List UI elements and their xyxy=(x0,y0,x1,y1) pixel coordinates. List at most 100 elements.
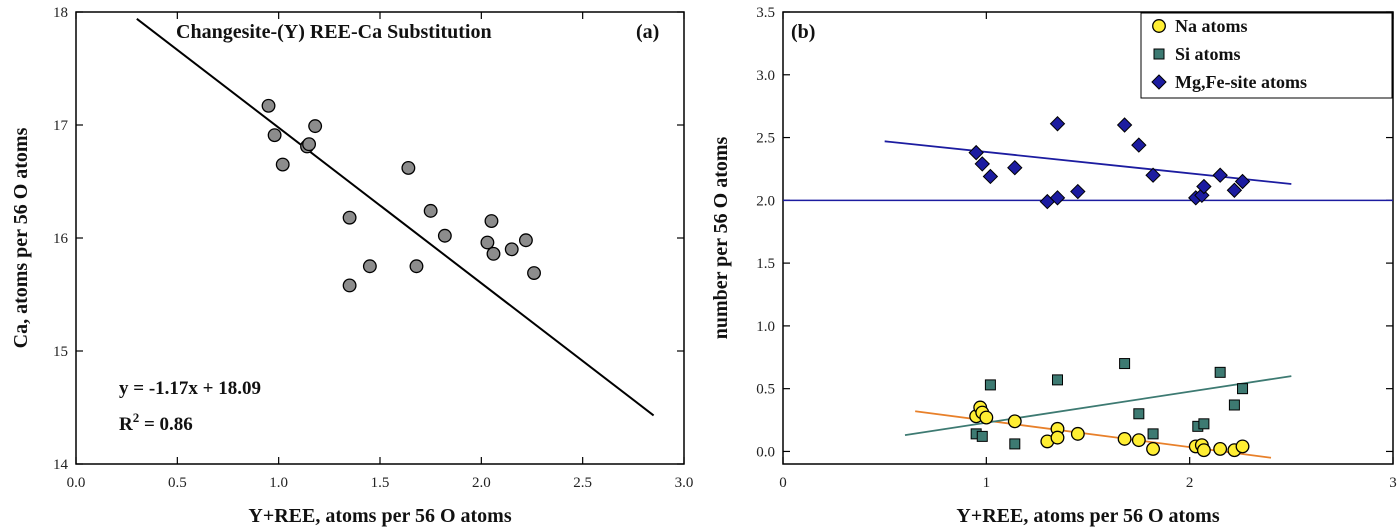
r-squared-sup: 2 xyxy=(133,410,140,425)
x-axis-label-b: Y+REE, atoms per 56 O atoms xyxy=(956,505,1219,527)
data-point-ca xyxy=(308,119,323,134)
data-point-ca xyxy=(409,259,424,274)
data-point-na xyxy=(1070,426,1085,441)
data-point-mgfe xyxy=(1196,178,1212,195)
data-point-ca xyxy=(362,259,377,274)
data-point-ca xyxy=(275,157,290,172)
legend-marker-mgfe xyxy=(1151,74,1167,90)
data-point-mgfe xyxy=(968,144,984,161)
data-point-na xyxy=(979,410,994,425)
legend-label-na: Na atoms xyxy=(1175,16,1248,36)
b-y-tick-label: 1.0 xyxy=(756,319,775,335)
data-point-ca xyxy=(518,233,533,248)
legend-marker-si xyxy=(1153,48,1165,60)
data-point-mgfe xyxy=(1070,183,1086,200)
data-point-si xyxy=(976,430,988,442)
b-x-tick-label: 1 xyxy=(983,475,991,491)
data-point-ca xyxy=(342,278,357,293)
legend-markers xyxy=(1151,19,1167,90)
data-point-ca xyxy=(302,137,317,152)
tick-group-a: 0.0 0.5 1.0 1.5 2.0 2.5 3.0 14 15 16 17 18 xyxy=(53,5,693,491)
legend-marker-na xyxy=(1152,19,1166,33)
b-y-tick-label: 0.5 xyxy=(756,382,775,398)
data-point-na xyxy=(1007,414,1022,429)
data-point-ca xyxy=(504,242,519,257)
legend-b: Na atoms Si atoms Mg,Fe-site atoms xyxy=(1140,12,1393,99)
data-point-ca xyxy=(480,235,495,250)
data-point-ca xyxy=(342,210,357,225)
data-point-si xyxy=(1133,408,1145,420)
data-point-ca xyxy=(484,214,499,229)
r-squared-value: = 0.86 xyxy=(139,414,193,435)
data-point-ca xyxy=(401,160,416,175)
a-x-tick-label: 2.0 xyxy=(472,475,491,491)
b-y-tick-label: 1.5 xyxy=(756,256,775,272)
data-point-na xyxy=(1131,433,1146,448)
a-x-tick-label: 1.5 xyxy=(371,475,390,491)
data-point-mgfe xyxy=(1212,167,1228,183)
data-point-na xyxy=(1050,430,1065,445)
a-y-tick-label: 16 xyxy=(53,231,69,247)
b-x-tick-label: 3 xyxy=(1389,475,1397,491)
data-point-na xyxy=(1146,441,1161,456)
data-point-si xyxy=(1119,358,1131,370)
legend-label-mgfe: Mg,Fe-site atoms xyxy=(1175,72,1307,92)
data-point-na xyxy=(1213,441,1228,456)
a-x-tick-label: 1.0 xyxy=(269,475,288,491)
b-y-tick-label: 2.5 xyxy=(756,131,775,147)
data-point-mgfe xyxy=(1049,190,1066,206)
data-point-si xyxy=(1009,438,1021,450)
points-a xyxy=(261,98,541,293)
points-b xyxy=(968,116,1251,458)
data-point-ca xyxy=(486,246,501,261)
data-point-ca xyxy=(437,228,452,243)
data-point-si xyxy=(984,379,996,391)
a-x-tick-label: 3.0 xyxy=(675,475,694,491)
panel-label-a: (a) xyxy=(636,21,659,43)
data-point-si xyxy=(1147,428,1159,440)
fit-line-si xyxy=(904,375,1292,437)
regression-equation: y = -1.17x + 18.09 xyxy=(119,378,261,399)
data-point-ca xyxy=(527,266,541,280)
y-axis-label-a: Ca, atoms per 56 O atoms xyxy=(10,127,32,348)
data-point-ca xyxy=(261,98,276,113)
data-point-mgfe xyxy=(1234,173,1251,190)
data-point-si xyxy=(1214,366,1226,378)
data-point-na xyxy=(1196,443,1211,458)
a-x-tick-label: 0.5 xyxy=(168,475,187,491)
plot-frame-a xyxy=(75,11,685,465)
b-y-tick-label: 0.0 xyxy=(756,444,775,460)
a-y-tick-label: 17 xyxy=(53,118,69,134)
r-squared-label: R2 = 0.86 xyxy=(119,410,193,435)
data-point-ca xyxy=(267,128,282,143)
b-y-tick-label: 3.5 xyxy=(756,5,775,21)
legend-label-si: Si atoms xyxy=(1175,44,1241,64)
regression-line-a xyxy=(136,17,655,417)
b-y-tick-label: 2.0 xyxy=(756,193,775,209)
b-x-tick-label: 0 xyxy=(779,475,787,491)
x-axis-label-a: Y+REE, atoms per 56 O atoms xyxy=(248,505,511,527)
data-point-mgfe xyxy=(1007,159,1023,176)
data-point-mgfe xyxy=(1049,116,1066,132)
data-point-mgfe xyxy=(1145,167,1161,183)
data-point-ca xyxy=(423,203,438,218)
panel-label-b: (b) xyxy=(791,21,815,43)
data-point-si xyxy=(1228,399,1240,411)
panel-a: 0.0 0.5 1.0 1.5 2.0 2.5 3.0 14 15 16 17 18 Changesi… xyxy=(10,5,693,527)
a-y-tick-label: 18 xyxy=(53,5,68,21)
data-point-si xyxy=(1198,418,1210,430)
a-x-tick-label: 0.0 xyxy=(67,475,86,491)
b-y-tick-label: 3.0 xyxy=(756,68,775,84)
data-point-mgfe xyxy=(974,156,990,172)
data-point-na xyxy=(1235,439,1250,454)
data-point-mgfe xyxy=(1131,137,1147,153)
data-point-mgfe xyxy=(1116,117,1133,133)
b-x-tick-label: 2 xyxy=(1186,475,1194,491)
chart-title-a: Changesite-(Y) REE-Ca Substitution xyxy=(176,21,492,43)
data-point-mgfe xyxy=(1226,182,1243,198)
data-point-mgfe xyxy=(982,168,999,185)
panel-b: 0 1 2 3 0.0 0.5 1.0 1.5 2.0 2.5 3.0 3.5 (b) Na atom… xyxy=(710,5,1397,527)
legend-box xyxy=(1140,12,1393,99)
data-point-si xyxy=(1237,383,1249,395)
